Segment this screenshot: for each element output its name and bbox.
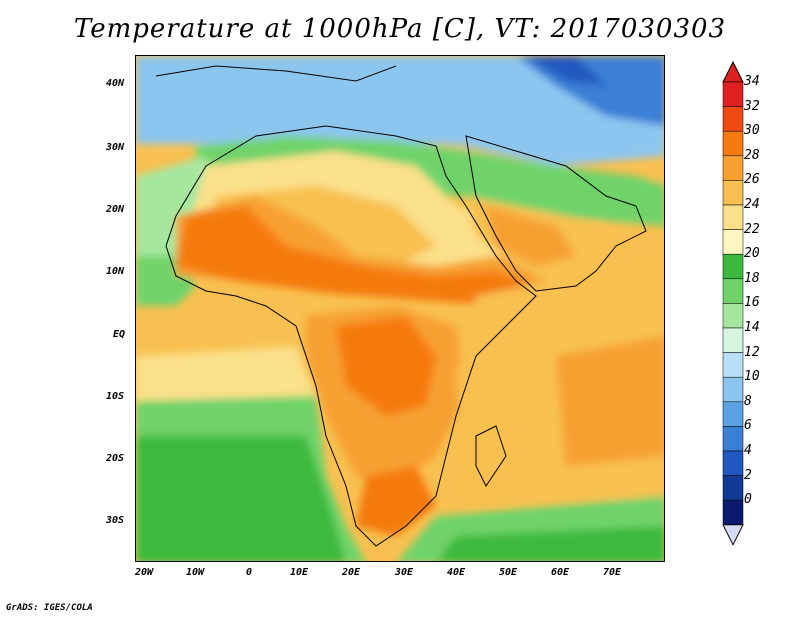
- colorbar-tick-label: 0: [744, 492, 752, 508]
- colorbar-swatch: [722, 450, 744, 476]
- lat-label-20s: 20S: [106, 453, 125, 464]
- lon-label-70e: 70E: [603, 567, 622, 578]
- colorbar-tick-label: 14: [744, 320, 760, 335]
- colorbar-tick-label: 16: [744, 295, 760, 311]
- colorbar-swatch: [722, 303, 744, 329]
- lon-label-10w: 10W: [186, 567, 205, 578]
- lat-label-30n: 30N: [106, 142, 125, 153]
- colorbar-tick-label: 26: [744, 172, 760, 188]
- colorbar-swatch: [722, 352, 744, 378]
- lon-label-50e: 50E: [499, 567, 518, 578]
- colorbar-tick-label: 6: [744, 418, 752, 434]
- lat-label-30s: 30S: [106, 515, 125, 526]
- lon-label-30e: 30E: [395, 567, 414, 578]
- colorbar-swatch: [722, 180, 744, 206]
- colorbar-tick-label: 12: [744, 344, 760, 360]
- map-title: Temperature at 1000hPa [C], VT: 20170303…: [73, 14, 727, 44]
- colorbar-tick-label: 34: [744, 74, 760, 89]
- map-panel: [135, 55, 665, 562]
- lat-label-20n: 20N: [106, 204, 125, 215]
- lat-label-40n: 40N: [106, 78, 125, 89]
- colorbar-swatch: [722, 426, 744, 452]
- colorbar-top-arrow: [722, 60, 744, 83]
- colorbar-swatch: [722, 204, 744, 230]
- colorbar-tick-label: 22: [744, 221, 760, 237]
- colorbar-tick-label: 32: [744, 98, 760, 114]
- temperature-field: [136, 56, 664, 561]
- lat-label-eq: EQ: [113, 329, 126, 340]
- colorbar-tick-label: 2: [744, 467, 752, 483]
- lon-label-0: 0: [246, 567, 253, 578]
- colorbar-swatch: [722, 401, 744, 427]
- colorbar-swatch: [722, 475, 744, 501]
- colorbar-swatch: [722, 278, 744, 304]
- colorbar-tick-label: 8: [744, 393, 752, 409]
- grads-credit: GrADS: IGES/COLA: [6, 603, 93, 613]
- lon-label-60e: 60E: [551, 567, 570, 578]
- colorbar-swatch: [722, 229, 744, 255]
- lat-label-10s: 10S: [106, 391, 125, 402]
- colorbar-swatch: [722, 253, 744, 280]
- colorbar-tick-label: 10: [744, 369, 760, 385]
- colorbar-tick-label: 18: [744, 270, 760, 286]
- lat-label-10n: 10N: [106, 266, 125, 277]
- colorbar-tick-label: 24: [744, 197, 760, 212]
- colorbar-tick-label: 28: [744, 147, 760, 163]
- colorbar-tick-label: 30: [744, 123, 760, 139]
- colorbar-swatch: [722, 376, 744, 403]
- lon-label-20w: 20W: [135, 567, 154, 578]
- colorbar-tick-label: 20: [744, 246, 760, 262]
- colorbar-swatch: [722, 130, 744, 157]
- lon-label-20e: 20E: [342, 567, 361, 578]
- colorbar-swatch: [722, 499, 744, 526]
- colorbar-swatch: [722, 106, 744, 132]
- lon-label-10e: 10E: [290, 567, 309, 578]
- lon-label-40e: 40E: [447, 567, 466, 578]
- colorbar: [722, 60, 744, 546]
- colorbar-swatch: [722, 155, 744, 181]
- colorbar-swatch: [722, 81, 744, 107]
- colorbar-swatch: [722, 327, 744, 353]
- colorbar-tick-label: 4: [744, 443, 752, 458]
- colorbar-bottom-arrow: [722, 524, 744, 546]
